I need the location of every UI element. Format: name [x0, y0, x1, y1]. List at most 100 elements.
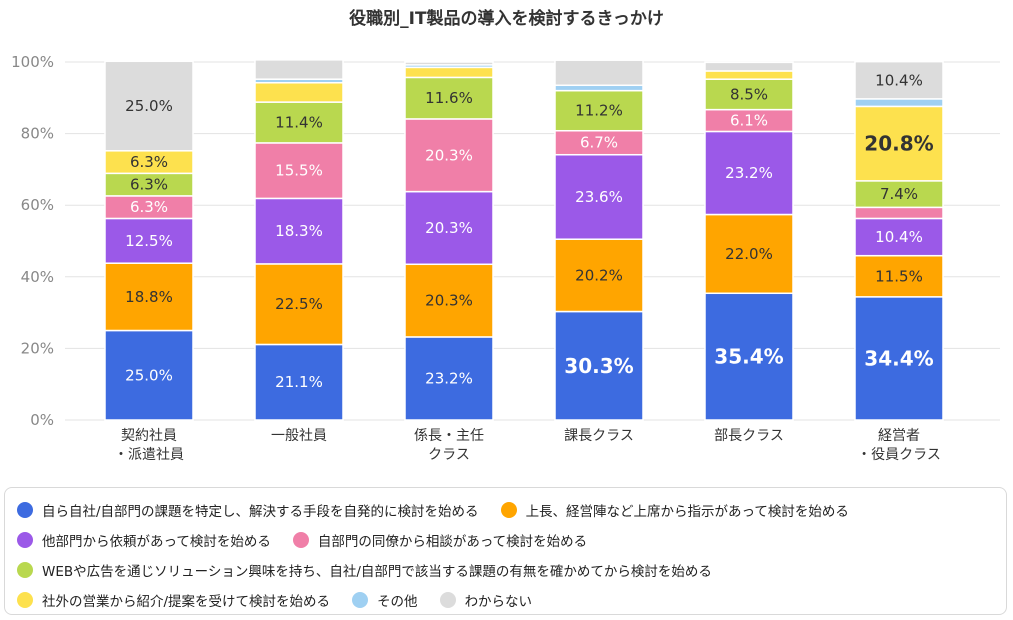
- legend-label: 社外の営業から紹介/提案を受けて検討を始める: [42, 594, 331, 610]
- data-label: 10.4%: [875, 228, 923, 246]
- x-tick-label: ・派遣社員: [114, 447, 184, 463]
- legend-row: WEBや広告を通じソリューション興味を持ち、自社/自部門で該当する課題の有無を確…: [17, 555, 994, 585]
- bar-segment: [854, 296, 944, 421]
- legend: 自ら自社/自部門の課題を特定し、解決する手段を自発的に検討を始める 上長、経営陣な…: [4, 487, 1007, 615]
- bar-segment: [854, 98, 944, 108]
- legend-row: 他部門から依頼があって検討を始める 自部門の同僚から相談があって検討を始める: [17, 525, 994, 555]
- x-tick-label: クラス: [428, 447, 470, 463]
- data-label: 15.5%: [275, 162, 323, 180]
- bar-segment: [254, 59, 344, 80]
- data-label: 25.0%: [125, 366, 173, 384]
- legend-marker-icon: [17, 532, 33, 548]
- bar-segment: [854, 60, 944, 100]
- legend-row: 自ら自社/自部門の課題を特定し、解決する手段を自発的に検討を始める 上長、経営陣な…: [17, 495, 994, 525]
- legend-marker-icon: [352, 592, 369, 608]
- stacked-bar-chart: 0% 20% 40% 60% 80% 100% 25.0% 18.8% 12.5% 6.3% 6.3…: [11, 53, 1000, 463]
- bar-segment: [554, 153, 644, 240]
- data-label: 7.4%: [880, 185, 918, 203]
- data-label: 10.4%: [875, 71, 923, 89]
- y-tick-label: 0%: [30, 411, 54, 429]
- legend-marker-icon: [17, 502, 33, 518]
- bar-segment: [704, 61, 794, 72]
- bar-segment: [104, 329, 194, 421]
- data-label: 34.4%: [864, 346, 933, 370]
- x-tick-label: ・役員クラス: [857, 447, 941, 463]
- legend-item: 自ら自社/自部門の課題を特定し、解決する手段を自発的に検討を始める: [17, 500, 479, 520]
- bar-segment: [254, 142, 344, 200]
- bar-segment: [404, 66, 494, 79]
- data-label: 12.5%: [125, 232, 173, 250]
- data-label: 22.5%: [275, 295, 323, 313]
- legend-label: わからない: [464, 594, 533, 610]
- data-label: 23.2%: [425, 369, 473, 387]
- bar-segment: [404, 118, 494, 193]
- legend-label: 他部門から依頼があって検討を始める: [42, 534, 271, 550]
- legend-label: 自ら自社/自部門の課題を特定し、解決する手段を自発的に検討を始める: [42, 504, 479, 520]
- bar-segment: [854, 254, 944, 298]
- legend-row: 社外の営業から紹介/提案を受けて検討を始める その他 わからない: [17, 585, 994, 615]
- legend-item: 社外の営業から紹介/提案を受けて検討を始める: [17, 590, 330, 610]
- x-tick-label: 部長クラス: [714, 428, 784, 444]
- data-label: 18.3%: [275, 222, 323, 240]
- bar-segment: [704, 292, 794, 421]
- y-tick-label: 40%: [21, 268, 54, 286]
- data-label: 22.0%: [725, 245, 773, 263]
- data-label: 18.8%: [125, 288, 173, 306]
- bar-segment: [704, 70, 794, 80]
- data-label: 30.3%: [564, 354, 633, 378]
- bar-segment: [404, 263, 494, 338]
- data-label: 6.3%: [130, 153, 168, 171]
- bar-segment: [104, 262, 194, 332]
- data-label: 6.7%: [580, 134, 618, 152]
- bar-segment: [254, 82, 344, 103]
- bar-segment: [404, 76, 494, 120]
- legend-item: その他: [352, 590, 418, 610]
- data-label: 11.2%: [575, 102, 623, 120]
- bar-segment: [404, 61, 494, 66]
- y-tick-label: 100%: [11, 53, 54, 71]
- chart-title: 役職別_IT製品の導入を検討するきっかけ: [349, 9, 664, 29]
- data-label: 20.2%: [575, 266, 623, 284]
- data-label: 6.3%: [130, 198, 168, 216]
- bar-segment: [254, 101, 344, 144]
- bar-segment: [854, 206, 944, 220]
- legend-marker-icon: [17, 562, 33, 578]
- data-label: 6.1%: [730, 112, 768, 130]
- bar-segment: [854, 180, 944, 209]
- data-label: 20.3%: [425, 292, 473, 310]
- legend-marker-icon: [292, 532, 309, 548]
- bar-segment: [704, 213, 794, 295]
- legend-marker-icon: [500, 502, 517, 518]
- x-tick-label: 係長・主任: [414, 428, 484, 444]
- legend-label: その他: [377, 594, 418, 610]
- legend-marker-icon: [17, 592, 33, 608]
- legend-item: 自部門の同僚から相談があって検討を始める: [292, 530, 588, 550]
- legend-item: わからない: [439, 590, 533, 610]
- legend-label: 自部門の同僚から相談があって検討を始める: [317, 534, 588, 550]
- bar-segment: [254, 197, 344, 265]
- x-tick-label: 一般社員: [271, 428, 327, 444]
- bar-segment: [554, 310, 644, 421]
- bar-segment: [704, 78, 794, 111]
- data-label: 35.4%: [714, 345, 783, 369]
- y-tick-label: 60%: [21, 196, 54, 214]
- legend-item: 上長、経営陣など上席から指示があって検討を始める: [500, 500, 849, 520]
- data-label: 23.6%: [575, 188, 623, 206]
- legend-label: 上長、経営陣など上席から指示があって検討を始める: [525, 504, 849, 520]
- x-tick-label: 契約社員: [121, 428, 177, 444]
- y-tick-label: 20%: [21, 339, 54, 357]
- legend-item: 他部門から依頼があって検討を始める: [17, 530, 271, 550]
- bar-segment: [404, 190, 494, 266]
- data-label: 20.8%: [864, 132, 933, 156]
- y-tick-label: 80%: [21, 125, 54, 143]
- data-label: 11.6%: [425, 89, 473, 107]
- bar-segment: [554, 59, 644, 87]
- data-label: 6.3%: [130, 176, 168, 194]
- bar-segment: [554, 84, 644, 92]
- data-label: 11.4%: [275, 114, 323, 132]
- x-tick-label: 経営者: [878, 428, 920, 444]
- x-tick-label: 課長クラス: [564, 428, 634, 444]
- data-label: 20.3%: [425, 146, 473, 164]
- bar-segment: [254, 263, 344, 346]
- data-label: 20.3%: [425, 219, 473, 237]
